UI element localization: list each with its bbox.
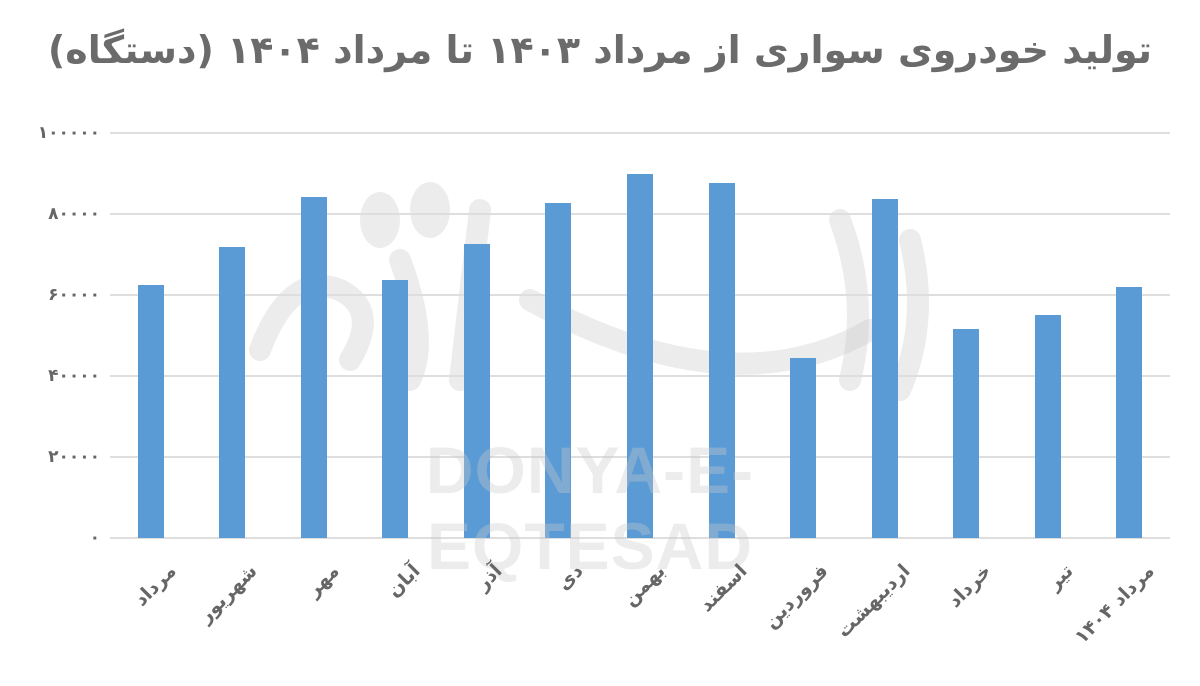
gridline: [110, 537, 1170, 539]
plot-area: ۰ ۲۰۰۰۰ ۴۰۰۰۰ ۶۰۰۰۰ ۸۰۰۰۰ ۱۰۰۰۰۰: [38, 123, 1170, 548]
x-tick-label: مهر: [302, 560, 344, 602]
x-tick-label: شهریور: [194, 560, 262, 628]
bar: [300, 197, 327, 538]
bar: [708, 182, 735, 538]
x-tick-label: آبان: [383, 560, 425, 602]
bar: [790, 358, 817, 538]
x-tick-label: فروردین: [759, 560, 833, 633]
bar: [953, 329, 980, 538]
x-tick-label: مرداد ۱۴۰۴: [1070, 560, 1159, 649]
bar: [137, 284, 164, 538]
x-tick-label: تیر: [1042, 560, 1078, 595]
bar: [545, 203, 572, 538]
x-tick-label: دی: [553, 560, 589, 595]
gridline: [110, 132, 1170, 134]
bar: [219, 247, 246, 538]
bar: [463, 243, 490, 538]
bar: [382, 280, 409, 538]
x-tick-label: اردیبهشت: [832, 560, 915, 643]
x-tick-label: اسفند: [694, 560, 752, 617]
y-tick-label: ۶۰۰۰۰: [48, 285, 100, 305]
bar: [1116, 286, 1143, 538]
bar: [871, 199, 898, 538]
x-tick-label: مرداد: [129, 560, 181, 611]
y-tick-label: ۸۰۰۰۰: [48, 204, 100, 224]
bar: [627, 173, 653, 538]
x-tick-label: آذر: [471, 560, 507, 595]
y-tick-label: ۴۰۰۰۰: [48, 366, 100, 386]
y-tick-label: ۲۰۰۰۰: [48, 447, 100, 467]
x-tick-label: بهمن: [618, 560, 670, 611]
chart-title: تولید خودروی سواری از مرداد ۱۴۰۳ تا مردا…: [47, 28, 1153, 72]
x-tick-label: خرداد: [943, 560, 996, 612]
y-tick-label: ۱۰۰۰۰۰: [37, 123, 100, 143]
bar: [1034, 314, 1061, 538]
y-tick-label: ۰: [89, 528, 100, 548]
